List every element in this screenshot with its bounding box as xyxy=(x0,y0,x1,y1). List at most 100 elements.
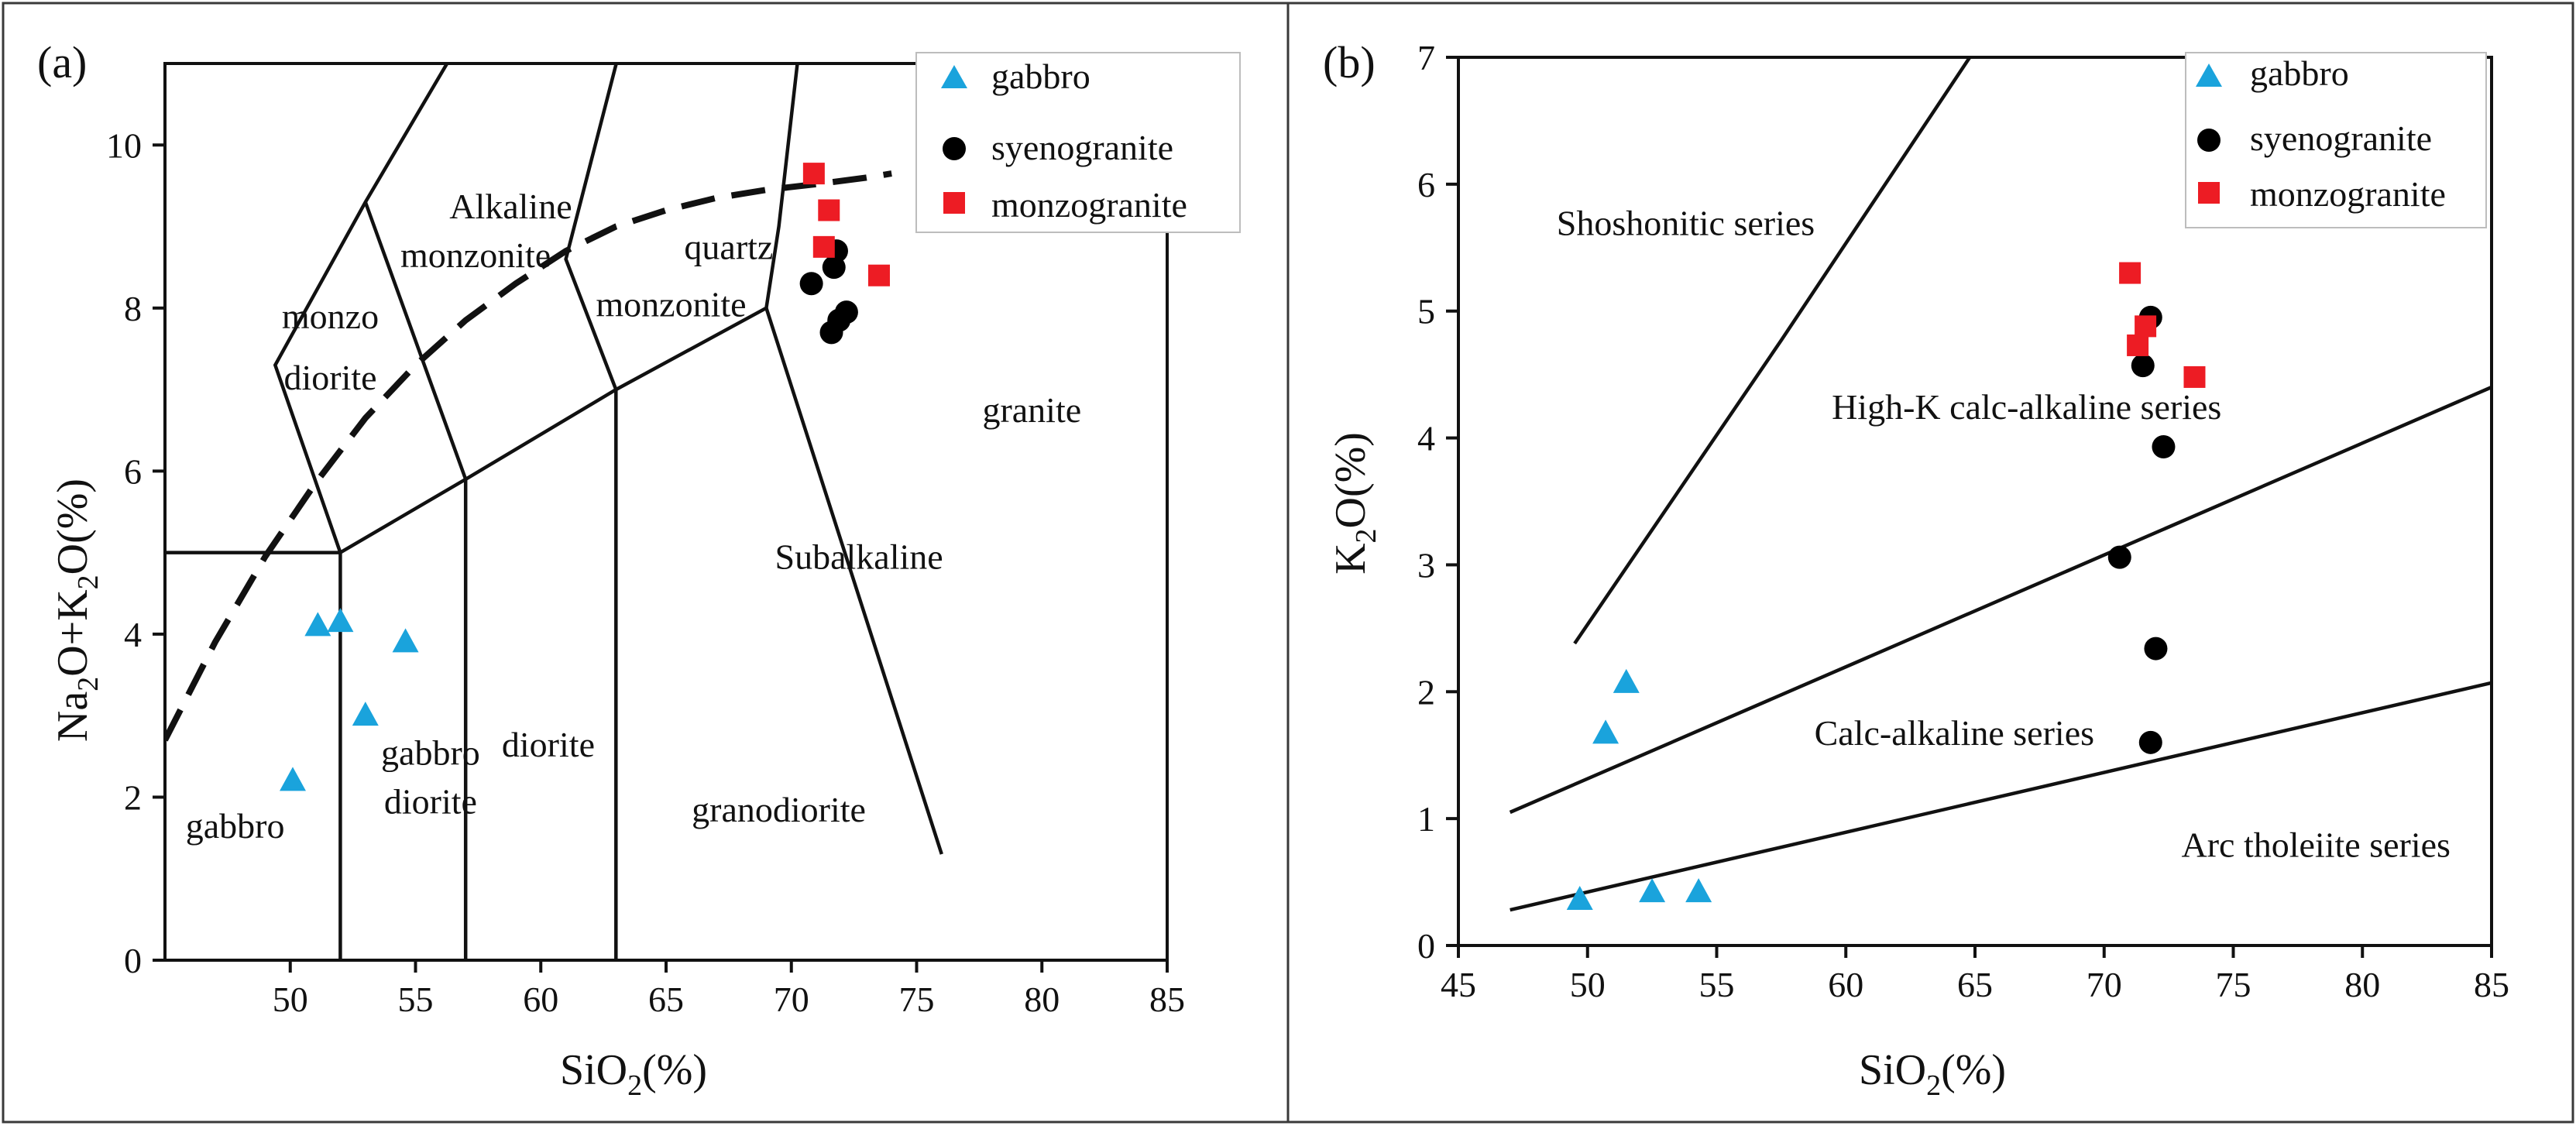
y-tick-label: 7 xyxy=(1417,38,1435,77)
field-boundary-line xyxy=(165,551,342,960)
legend-marker-gabbro xyxy=(941,65,967,88)
legend-label-syenogranite: syenogranite xyxy=(2250,118,2432,158)
y-axis-label: Na2O+K2O(%) xyxy=(49,479,105,742)
field-label: Alkaline xyxy=(449,187,572,226)
x-tick-label: 55 xyxy=(1699,965,1735,1004)
x-tick-label: 70 xyxy=(774,980,809,1019)
field-label: Arc tholeiite series xyxy=(2182,825,2451,864)
y-tick-label: 3 xyxy=(1417,545,1435,585)
field-label: diorite xyxy=(283,358,376,397)
point-syenogranite xyxy=(799,272,823,296)
field-label: gabbro xyxy=(186,806,285,846)
x-tick-label: 70 xyxy=(2087,965,2122,1004)
x-tick-label: 80 xyxy=(2344,965,2380,1004)
field-boundary-line xyxy=(273,63,449,554)
y-tick-label: 6 xyxy=(1417,165,1435,204)
point-syenogranite xyxy=(2131,354,2155,378)
panel-b-label: (b) xyxy=(1323,37,1376,88)
point-syenogranite xyxy=(2107,545,2131,569)
x-tick-label: 75 xyxy=(2216,965,2251,1004)
point-gabbro xyxy=(1613,668,1640,693)
legend-marker-monzogranite xyxy=(943,192,965,214)
field-boundary-line xyxy=(564,63,619,390)
point-gabbro xyxy=(352,702,379,726)
legend-marker-syenogranite xyxy=(2197,129,2221,152)
point-syenogranite xyxy=(2138,730,2162,754)
point-monzogranite xyxy=(2135,315,2157,338)
field-label: Shoshonitic series xyxy=(1557,203,1815,242)
field-label: monzonite xyxy=(596,284,746,324)
point-monzogranite xyxy=(2127,334,2149,356)
x-tick-label: 60 xyxy=(523,980,558,1019)
point-monzogranite xyxy=(818,199,840,221)
field-boundary-line xyxy=(1573,57,1972,645)
field-boundary-line xyxy=(1509,385,2492,815)
field-label: monzo xyxy=(282,297,379,336)
alkaline-subalkaline-dividing-line xyxy=(165,170,892,742)
field-label: granite xyxy=(982,390,1081,430)
point-gabbro xyxy=(1592,719,1619,744)
legend-label-syenogranite: syenogranite xyxy=(991,128,1173,167)
point-monzogranite xyxy=(812,235,835,258)
y-tick-label: 1 xyxy=(1417,799,1435,839)
legend-label-gabbro: gabbro xyxy=(991,57,1091,96)
y-tick-label: 2 xyxy=(1417,672,1435,712)
panel-b: (b) Shoshonitic series High-K calc-alkali… xyxy=(1323,37,2509,1102)
field-boundary-line xyxy=(764,63,799,309)
x-tick-label: 55 xyxy=(398,980,434,1019)
x-axis-label: SiO2(%) xyxy=(1859,1046,2006,1102)
x-tick-label: 85 xyxy=(2474,965,2509,1004)
x-tick-label: 50 xyxy=(273,980,308,1019)
legend-box xyxy=(915,52,1241,233)
point-gabbro xyxy=(304,612,331,637)
legend: gabbro syenogranite monzogranite xyxy=(915,52,1241,233)
x-tick-label: 75 xyxy=(899,980,935,1019)
y-tick-label: 0 xyxy=(1417,926,1435,966)
point-gabbro xyxy=(1685,878,1712,903)
point-syenogranite xyxy=(834,300,858,324)
y-tick-label: 5 xyxy=(1417,292,1435,331)
legend-label-monzogranite: monzogranite xyxy=(2250,174,2446,214)
y-tick-label: 4 xyxy=(1417,419,1435,458)
y-tick-label: 10 xyxy=(106,125,142,165)
field-label: Subalkaline xyxy=(775,537,943,577)
field-label: Calc-alkaline series xyxy=(1815,713,2094,753)
point-gabbro xyxy=(1639,878,1666,903)
point-syenogranite xyxy=(2144,637,2168,661)
field-label: granodiorite xyxy=(692,790,866,829)
point-monzogranite xyxy=(2183,365,2206,388)
field-label: diorite xyxy=(502,725,595,764)
legend-box xyxy=(2185,52,2487,228)
field-label: quartz xyxy=(684,228,773,267)
point-monzogranite xyxy=(802,163,825,185)
x-axis-label: SiO2(%) xyxy=(560,1046,707,1102)
legend-marker-syenogranite xyxy=(943,137,966,160)
y-tick-label: 6 xyxy=(124,451,142,491)
panel-a: (a) monzo diorite Alkaline monzonite quartz m… xyxy=(37,37,1241,1102)
field-boundary-line xyxy=(1510,681,2492,912)
point-gabbro xyxy=(327,608,354,633)
panel-a-label: (a) xyxy=(37,37,87,88)
x-tick-label: 65 xyxy=(1957,965,1993,1004)
legend: gabbro syenogranite monzogranite xyxy=(2185,52,2487,228)
x-tick-label: 85 xyxy=(1149,980,1185,1019)
point-monzogranite xyxy=(867,264,890,287)
point-monzogranite xyxy=(2119,262,2142,284)
x-tick-label: 65 xyxy=(648,980,684,1019)
x-tick-label: 80 xyxy=(1024,980,1060,1019)
field-label: diorite xyxy=(384,782,477,822)
legend-marker-gabbro xyxy=(2196,63,2222,87)
field-label: monzonite xyxy=(400,235,551,275)
point-gabbro xyxy=(392,628,419,653)
y-axis-label: K2O(%) xyxy=(1327,432,1382,575)
y-tick-label: 4 xyxy=(124,615,142,654)
field-label: gabbro xyxy=(381,733,480,772)
x-tick-label: 45 xyxy=(1441,965,1476,1004)
legend-label-gabbro: gabbro xyxy=(2250,53,2349,93)
x-tick-label: 50 xyxy=(1570,965,1606,1004)
legend-label-monzogranite: monzogranite xyxy=(991,185,1187,225)
x-tick-label: 60 xyxy=(1828,965,1863,1004)
field-boundary-line xyxy=(363,201,468,480)
